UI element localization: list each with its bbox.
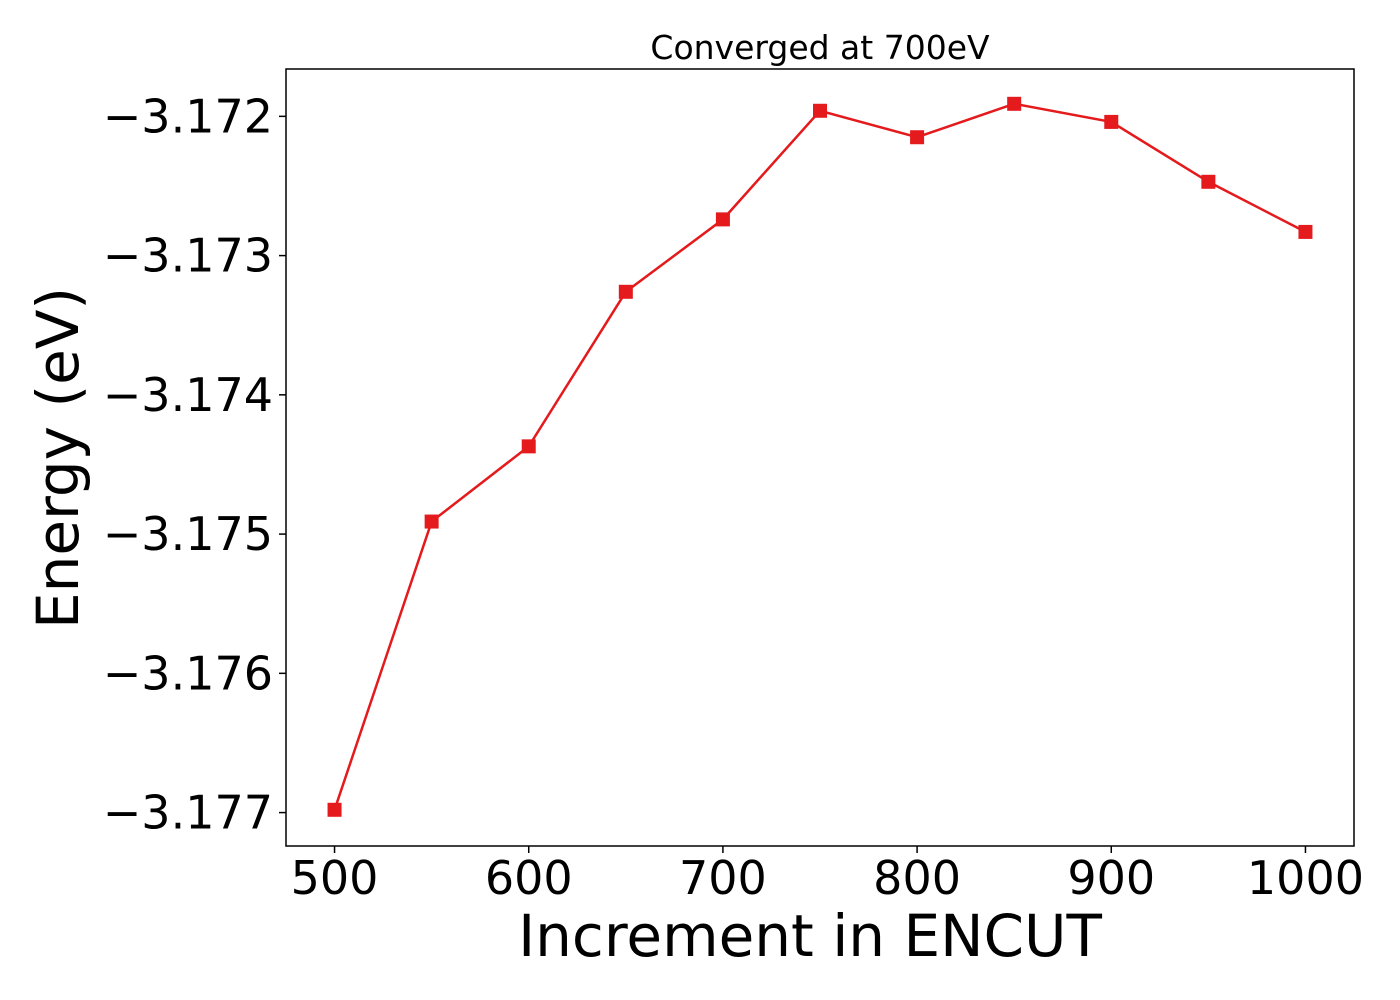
- data-point: [1201, 174, 1216, 189]
- data-point: [813, 103, 827, 118]
- data-point: [327, 802, 342, 817]
- x-tick-label: 800: [873, 851, 961, 905]
- data-point: [910, 130, 925, 145]
- x-tick-label: 1000: [1247, 851, 1364, 905]
- x-axis-title: Increment in ENCUT: [518, 902, 1102, 970]
- x-tick-label: 500: [291, 851, 379, 905]
- y-tick-label: −3.174: [103, 368, 273, 422]
- y-tick-label: −3.172: [103, 89, 273, 143]
- x-tick-label: 600: [485, 851, 573, 905]
- plot-frame: [285, 68, 1355, 847]
- chart-title: Converged at 700eV: [650, 28, 990, 67]
- y-axis: −3.172 −3.173 −3.174 −3.175 −3.176 −3.177: [103, 89, 286, 840]
- y-tick-label: −3.175: [103, 507, 273, 561]
- data-point: [424, 514, 439, 529]
- x-axis: 500 600 700 800 900 1000: [291, 846, 1364, 905]
- data-point: [1104, 114, 1119, 129]
- y-tick-label: −3.177: [103, 786, 273, 840]
- y-axis-title: Energy (eV): [24, 287, 92, 629]
- x-tick-label: 700: [679, 851, 767, 905]
- data-point: [618, 284, 633, 299]
- plot-area: [327, 96, 1313, 817]
- data-point: [1298, 224, 1313, 239]
- y-tick-label: −3.173: [103, 229, 273, 283]
- data-point: [521, 439, 536, 454]
- data-point: [715, 212, 730, 227]
- series-line: [333, 102, 1307, 811]
- y-tick-label: −3.176: [103, 646, 273, 700]
- data-point: [1007, 96, 1022, 111]
- x-tick-label: 900: [1067, 851, 1155, 905]
